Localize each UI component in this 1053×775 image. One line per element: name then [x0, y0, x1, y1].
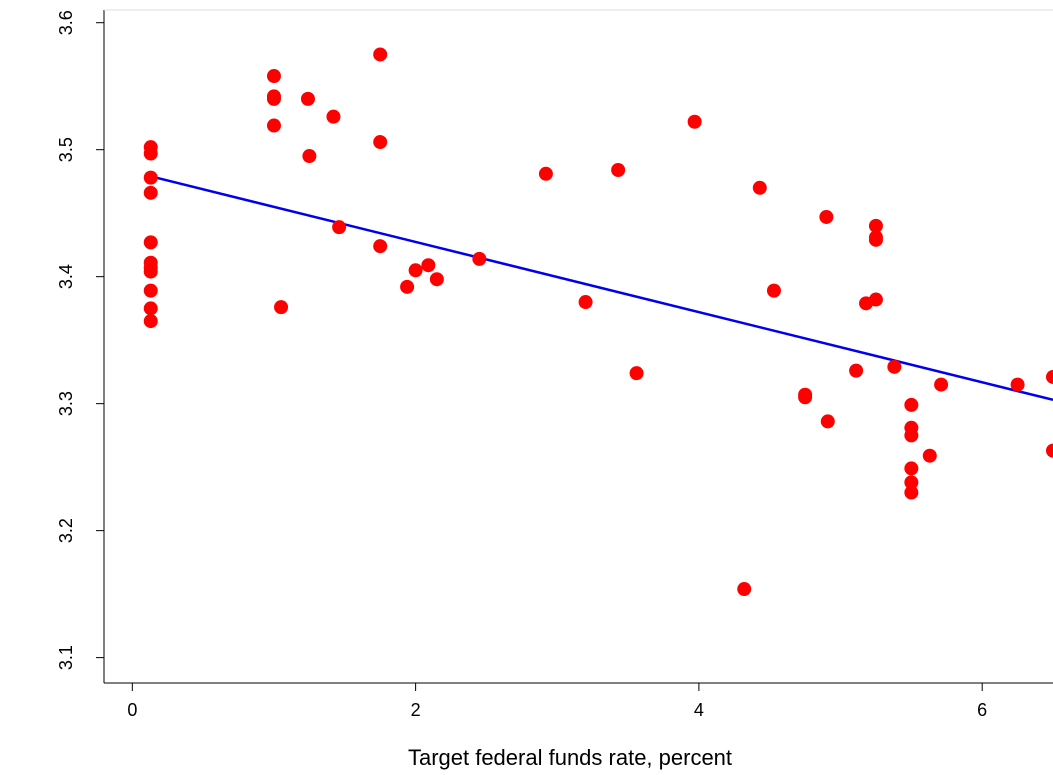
y-tick-label: 3.3 — [56, 391, 76, 416]
data-point — [904, 428, 919, 443]
data-point — [1046, 443, 1053, 458]
data-point — [143, 170, 158, 185]
data-point — [868, 232, 883, 247]
data-point — [1046, 369, 1053, 384]
data-point — [819, 209, 834, 224]
data-point — [373, 239, 388, 254]
data-point — [266, 91, 281, 106]
x-axis-title: Target federal funds rate, percent — [408, 745, 732, 770]
data-point — [538, 166, 553, 181]
x-tick-label: 2 — [411, 700, 421, 720]
data-point — [578, 295, 593, 310]
data-point — [820, 414, 835, 429]
y-tick-label: 3.2 — [56, 518, 76, 543]
data-point — [332, 220, 347, 235]
data-point — [143, 283, 158, 298]
data-point — [611, 162, 626, 177]
data-point — [400, 279, 415, 294]
data-point — [868, 292, 883, 307]
data-point — [326, 109, 341, 124]
data-point — [266, 118, 281, 133]
data-point — [887, 359, 902, 374]
data-point — [904, 461, 919, 476]
data-point — [849, 363, 864, 378]
axes: 3.1 3.2 3.3 3.4 3.5 3.6 0 2 4 6 — [56, 9, 1053, 720]
y-tick-label: 3.4 — [56, 264, 76, 289]
data-point — [143, 301, 158, 316]
y-tick-label: 3.6 — [56, 10, 76, 35]
data-point — [934, 377, 949, 392]
data-point — [1010, 377, 1025, 392]
data-point — [302, 149, 317, 164]
x-tick-label: 6 — [977, 700, 987, 720]
x-tick-label: 4 — [694, 700, 704, 720]
data-point — [868, 218, 883, 233]
data-point — [429, 272, 444, 287]
data-point — [904, 475, 919, 490]
fit-line-layer — [150, 175, 1053, 402]
data-point — [143, 264, 158, 279]
data-point — [472, 251, 487, 266]
data-point — [904, 485, 919, 500]
data-point — [798, 390, 813, 405]
data-point — [737, 582, 752, 597]
y-tick-label: 3.5 — [56, 137, 76, 162]
data-point — [421, 258, 436, 273]
data-point — [752, 180, 767, 195]
y-tick-label: 3.1 — [56, 645, 76, 670]
data-point — [300, 91, 315, 106]
data-point — [687, 114, 702, 129]
x-tick-label: 0 — [127, 700, 137, 720]
data-point — [922, 448, 937, 463]
data-point — [143, 185, 158, 200]
points-layer — [143, 47, 1053, 597]
data-point — [143, 146, 158, 161]
fit-line — [150, 175, 1053, 402]
data-point — [143, 314, 158, 329]
data-point — [266, 69, 281, 84]
data-point — [629, 366, 644, 381]
data-point — [274, 300, 289, 315]
data-point — [373, 47, 388, 62]
data-point — [408, 263, 423, 278]
data-point — [766, 283, 781, 298]
data-point — [143, 235, 158, 250]
data-point — [373, 135, 388, 150]
data-point — [904, 397, 919, 412]
